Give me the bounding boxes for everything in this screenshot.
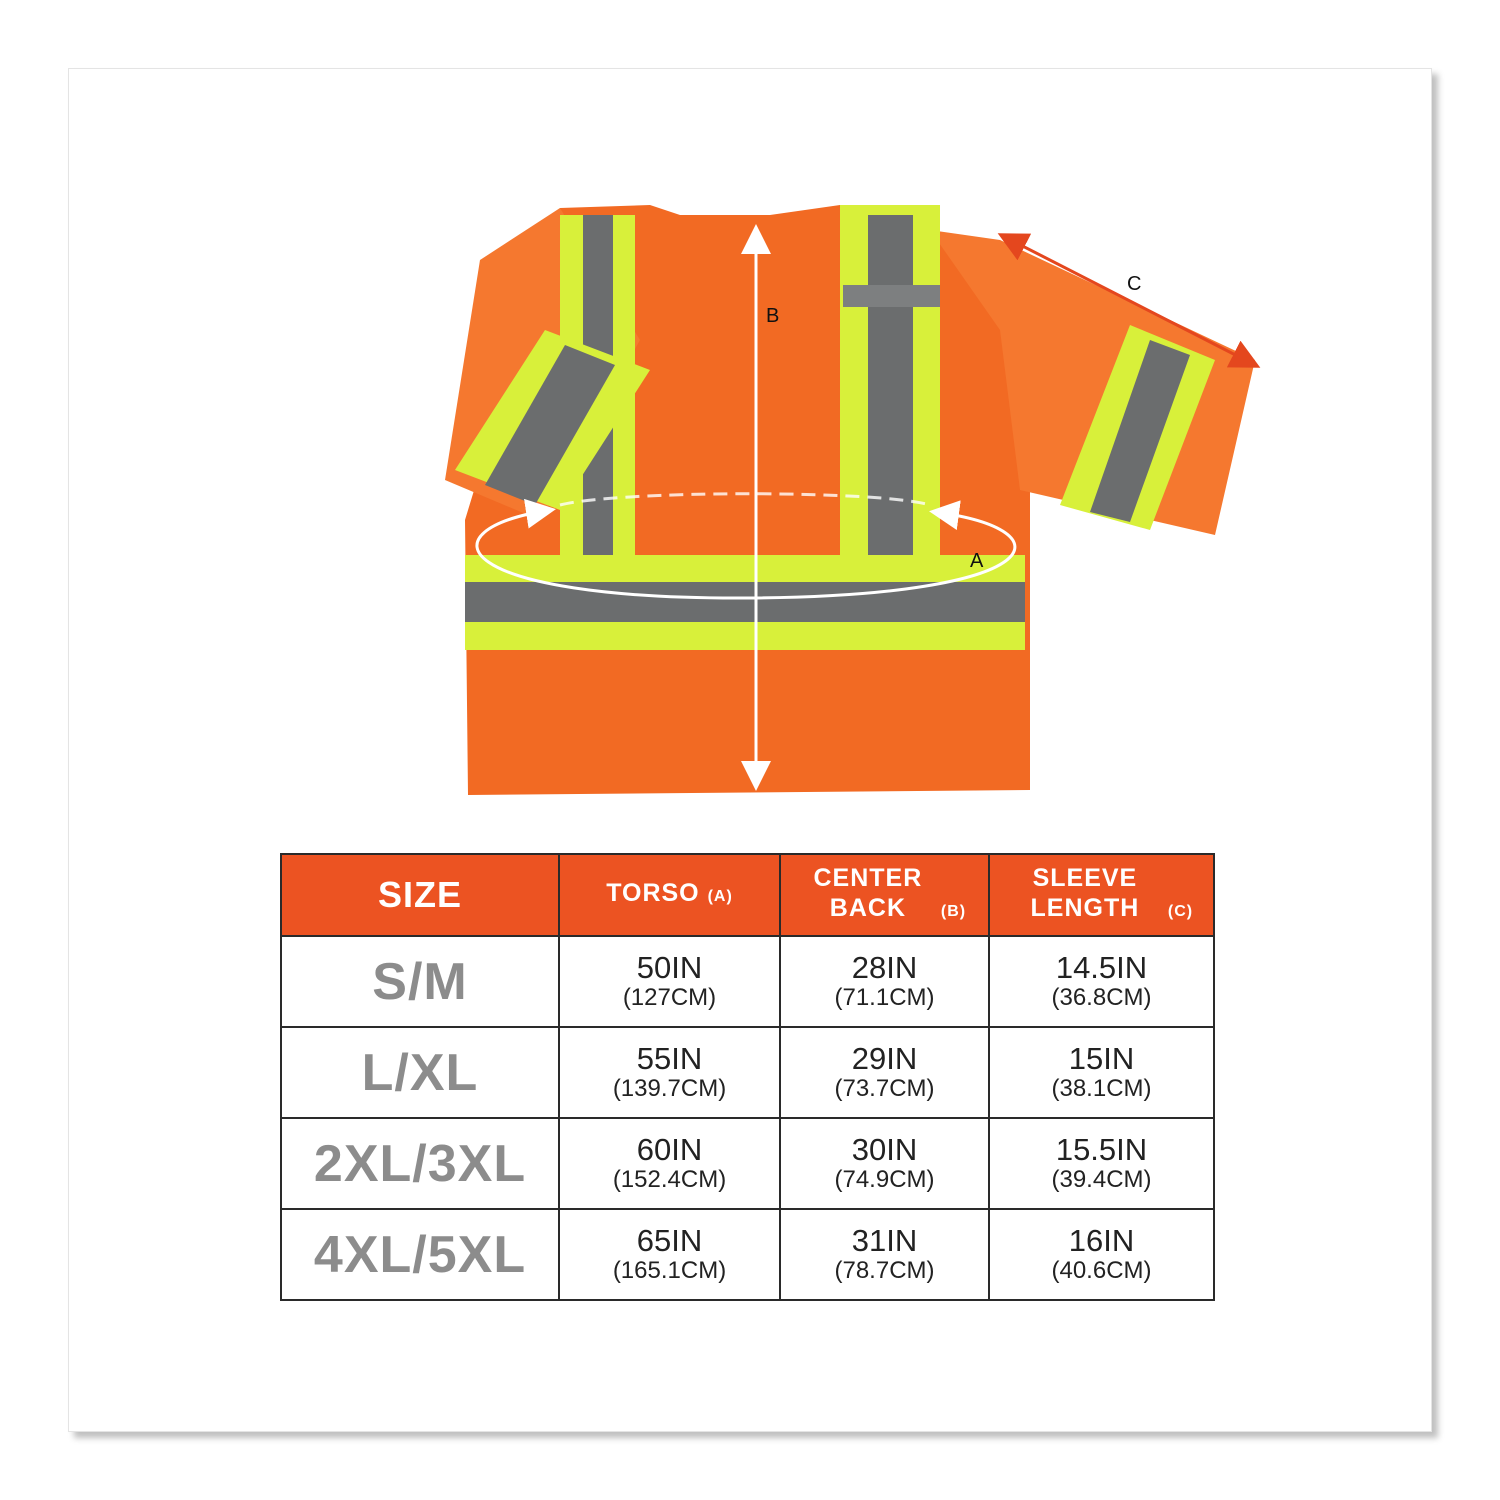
table-row: S/M 50IN (127CM) 28IN (71.1CM) 14.5IN (36.8… bbox=[280, 935, 1215, 1028]
torso-cell: 60IN (152.4CM) bbox=[558, 1117, 781, 1210]
torso-ellipse bbox=[475, 498, 1017, 600]
sleeve-cell: 14.5IN (36.8CM) bbox=[988, 935, 1215, 1028]
reflective-stripes bbox=[455, 205, 1215, 650]
label-a: A bbox=[970, 550, 984, 572]
torso-cell: 65IN (165.1CM) bbox=[558, 1208, 781, 1301]
table-row: 4XL/5XL 65IN (165.1CM) 31IN (78.7CM) 16IN(… bbox=[280, 1208, 1215, 1301]
sleeve-cell: 15IN (38.1CM) bbox=[988, 1026, 1215, 1119]
torso-cell: 55IN (139.7CM) bbox=[558, 1026, 781, 1119]
header-center-back: CENTER BACK (B) bbox=[779, 853, 990, 937]
back-cell: 29IN (73.7CM) bbox=[779, 1026, 990, 1119]
back-cell: 31IN (78.7CM) bbox=[779, 1208, 990, 1301]
sleeve-arrow bbox=[997, 233, 1261, 368]
header-sleeve-length: SLEEVE LENGTH (C) bbox=[988, 853, 1215, 937]
table-header-row: SIZE TORSO (A) CENTER BACK (B) SLEEVE LE… bbox=[280, 853, 1215, 937]
size-cell: 2XL/3XL bbox=[280, 1117, 560, 1210]
header-size: SIZE bbox=[280, 853, 560, 937]
table-row: 2XL/3XL 60IN (152.4CM) 30IN (74.9CM) 15.5I… bbox=[280, 1117, 1215, 1210]
torso-cell: 50IN (127CM) bbox=[558, 935, 781, 1028]
size-cell: L/XL bbox=[280, 1026, 560, 1119]
table-row: L/XL 55IN (139.7CM) 29IN (73.7CM) 15IN (38.… bbox=[280, 1026, 1215, 1119]
back-cell: 30IN (74.9CM) bbox=[779, 1117, 990, 1210]
size-cell: 4XL/5XL bbox=[280, 1208, 560, 1301]
size-cell: S/M bbox=[280, 935, 560, 1028]
label-b: B bbox=[766, 305, 779, 327]
size-chart-table: SIZE TORSO (A) CENTER BACK (B) SLEEVE LE… bbox=[280, 853, 1215, 1301]
badge-holder bbox=[843, 285, 940, 307]
label-c: C bbox=[1127, 273, 1141, 295]
header-torso: TORSO (A) bbox=[558, 853, 781, 937]
measurement-annotations: B A C bbox=[475, 224, 1261, 791]
sleeve-cell: 16IN (40.6CM) bbox=[988, 1208, 1215, 1301]
sleeve-cell: 15.5IN (39.4CM) bbox=[988, 1117, 1215, 1210]
back-cell: 28IN (71.1CM) bbox=[779, 935, 990, 1028]
